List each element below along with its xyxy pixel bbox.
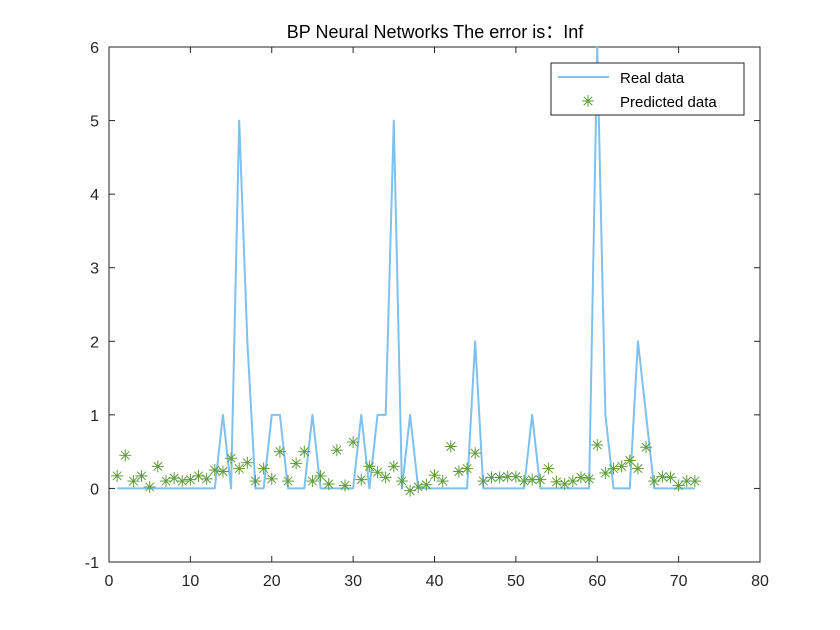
data-point-predicted — [355, 473, 368, 486]
x-tick-label: 10 — [181, 573, 199, 590]
data-point-predicted — [135, 469, 148, 482]
data-point-predicted — [298, 445, 311, 458]
y-tick-label: 6 — [90, 40, 99, 57]
data-point-predicted — [395, 475, 408, 488]
data-point-predicted — [615, 460, 628, 473]
data-point-predicted — [550, 475, 563, 488]
data-point-predicted — [648, 475, 661, 488]
data-point-predicted — [534, 473, 547, 486]
data-point-predicted — [273, 445, 286, 458]
legend-predicted-data-swatch — [582, 95, 594, 107]
x-tick-label: 30 — [344, 573, 362, 590]
data-point-predicted — [688, 475, 701, 488]
data-point-predicted — [574, 471, 587, 484]
data-point-predicted — [371, 466, 384, 479]
y-tick-label: 5 — [90, 114, 99, 131]
data-point-predicted — [607, 462, 620, 475]
data-point-predicted — [379, 471, 392, 484]
x-axis: 0 10 20 30 40 50 60 70 80 — [105, 47, 769, 590]
y-tick-label: 0 — [90, 481, 99, 498]
data-point-predicted — [290, 457, 303, 470]
x-tick-label: 50 — [507, 573, 525, 590]
data-point-predicted — [330, 444, 343, 457]
data-point-predicted — [461, 462, 474, 475]
data-point-predicted — [664, 471, 677, 484]
data-point-predicted — [387, 460, 400, 473]
data-point-predicted — [159, 475, 172, 488]
data-point-predicted — [599, 466, 612, 479]
data-point-predicted — [143, 480, 156, 493]
y-tick-label: 2 — [90, 334, 99, 351]
y-tick-label: 4 — [90, 187, 99, 204]
x-tick-label: 0 — [105, 573, 114, 590]
data-point-predicted — [119, 449, 132, 462]
data-point-predicted — [208, 464, 221, 477]
y-tick-label: 3 — [90, 261, 99, 278]
data-point-predicted — [306, 475, 319, 488]
data-point-predicted — [680, 475, 693, 488]
data-point-predicted — [200, 472, 213, 485]
y-tick-label: 1 — [90, 408, 99, 425]
data-point-predicted — [542, 462, 555, 475]
data-point-predicted — [347, 436, 360, 449]
data-point-predicted — [656, 470, 669, 483]
data-point-predicted — [127, 475, 140, 488]
legend-asterisk-marker — [582, 95, 594, 107]
data-point-predicted — [640, 441, 653, 454]
x-tick-label: 20 — [263, 573, 281, 590]
data-point-predicted — [420, 478, 433, 491]
data-point-predicted — [249, 475, 262, 488]
data-point-predicted — [265, 472, 278, 485]
data-point-predicted — [338, 479, 351, 492]
chart-title: BP Neural Networks The error is：Inf — [287, 22, 584, 42]
data-point-predicted — [282, 475, 295, 488]
data-point-predicted — [558, 478, 571, 491]
data-point-predicted — [111, 469, 124, 482]
y-axis: -1 0 1 2 3 4 5 6 — [85, 40, 760, 572]
data-point-predicted — [168, 472, 181, 485]
data-point-predicted — [672, 479, 685, 492]
data-point-predicted — [412, 480, 425, 493]
data-point-predicted — [322, 478, 335, 491]
data-point-predicted — [192, 469, 205, 482]
y-tick-label: -1 — [85, 555, 99, 572]
data-point-predicted — [216, 465, 229, 478]
data-point-predicted — [444, 440, 457, 453]
x-tick-label: 70 — [670, 573, 688, 590]
data-point-predicted — [176, 475, 189, 488]
data-point-predicted — [314, 469, 327, 482]
data-point-predicted — [151, 460, 164, 473]
legend-predicted-data-label: Predicted data — [620, 94, 717, 111]
legend: Real data Predicted data — [550, 62, 745, 116]
data-point-predicted — [428, 469, 441, 482]
data-point-predicted — [225, 452, 238, 465]
data-point-predicted — [509, 470, 522, 483]
data-point-predicted — [233, 462, 246, 475]
data-point-predicted — [591, 439, 604, 452]
data-point-predicted — [631, 462, 644, 475]
data-point-predicted — [518, 475, 531, 488]
x-tick-label: 80 — [751, 573, 769, 590]
legend-box — [550, 62, 745, 116]
data-point-predicted — [363, 460, 376, 473]
data-point-predicted — [623, 454, 636, 467]
data-point-predicted — [452, 465, 465, 478]
data-point-predicted — [436, 475, 449, 488]
data-point-predicted — [241, 456, 254, 469]
legend-real-data-label: Real data — [620, 70, 685, 87]
data-point-predicted — [469, 447, 482, 460]
data-point-predicted — [257, 462, 270, 475]
data-point-predicted — [493, 471, 506, 484]
data-point-predicted — [583, 472, 596, 485]
x-tick-label: 60 — [588, 573, 606, 590]
x-tick-label: 40 — [426, 573, 444, 590]
